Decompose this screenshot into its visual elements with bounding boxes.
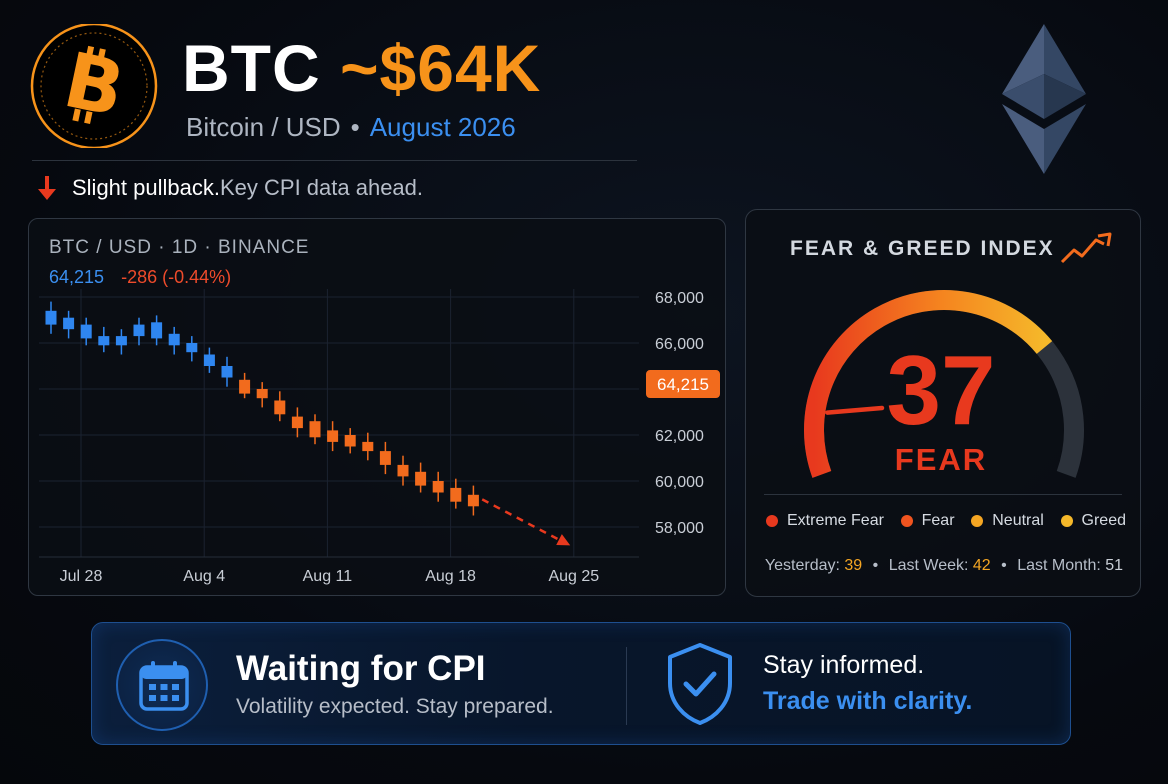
banner-divider xyxy=(626,647,627,725)
candle-body xyxy=(239,379,251,394)
candle-body xyxy=(115,336,127,346)
chart-price-row: 64,215 -286 (-0.44%) xyxy=(49,267,231,288)
ethereum-logo-icon xyxy=(1002,24,1086,174)
y-tick-label: 62,000 xyxy=(655,428,704,445)
candle-body xyxy=(221,366,233,378)
legend-item-extreme-fear: Extreme Fear xyxy=(766,512,884,530)
y-tick-label: 58,000 xyxy=(655,520,704,537)
x-tick-label: Aug 25 xyxy=(548,568,599,585)
candle-body xyxy=(362,441,374,452)
history-yesterday-value: 39 xyxy=(844,557,863,574)
candle-body xyxy=(450,487,462,502)
candlestick-chart: 68,000 66,000 62,000 60,000 58,000 Jul 28 Aug … xyxy=(39,289,720,585)
ticker-text: BTC xyxy=(182,31,340,105)
candle-body xyxy=(98,336,110,346)
history-separator: • xyxy=(872,557,879,574)
price-tag-label: 64,215 xyxy=(657,375,709,394)
alert-rest: Key CPI data ahead. xyxy=(219,175,424,200)
candle-body xyxy=(80,324,92,339)
legend-label: Fear xyxy=(921,512,955,529)
fear-greed-gauge xyxy=(804,290,1084,478)
legend-dot-icon xyxy=(900,515,913,527)
legend-label: Extreme Fear xyxy=(787,512,884,529)
x-tick-label: Jul 28 xyxy=(60,568,103,585)
y-tick-label: 68,000 xyxy=(655,290,704,307)
bitcoin-logo-icon: B xyxy=(30,24,158,148)
x-tick-label: Aug 11 xyxy=(303,568,353,585)
header-divider xyxy=(32,160,637,161)
alert-line: Slight pullback. Key CPI data ahead. xyxy=(36,174,423,202)
cpi-banner: Waiting for CPI Volatility expected. Sta… xyxy=(91,622,1071,745)
legend-item-greed: Greed xyxy=(1060,512,1126,530)
legend-dot-icon xyxy=(766,515,778,527)
candle-body xyxy=(309,421,321,438)
trend-up-icon xyxy=(1060,232,1112,264)
gauge-fill xyxy=(804,290,1053,478)
candle-body xyxy=(63,317,75,330)
trade-clarity-text: Trade with clarity. xyxy=(763,687,973,715)
price-chart-panel: 68,000 66,000 62,000 60,000 58,000 Jul 28 Aug … xyxy=(28,218,726,596)
candle-body xyxy=(415,471,427,486)
gauge-needle xyxy=(825,405,885,415)
legend-label: Neutral xyxy=(992,512,1044,529)
shield-check-icon xyxy=(668,643,732,725)
subtitle: Bitcoin / USD • August 2026 xyxy=(186,112,516,143)
down-arrow-icon xyxy=(38,176,56,200)
chart-header: BTC / USD · 1D · BINANCE xyxy=(49,237,310,258)
price-tag xyxy=(646,370,720,399)
y-tick-label: 60,000 xyxy=(655,474,704,491)
candle-body xyxy=(133,324,145,337)
candle-body xyxy=(256,389,268,399)
cpi-title: Waiting for CPI xyxy=(236,649,486,688)
fear-greed-title: FEAR & GREED INDEX xyxy=(790,237,1055,260)
x-tick-label: Aug 18 xyxy=(425,568,476,585)
legend-item-neutral: Neutral xyxy=(971,512,1044,530)
fear-greed-history: Yesterday: 39 • Last Week: 42 • Last Mon… xyxy=(746,557,1142,575)
history-last-week-value: 42 xyxy=(972,557,991,574)
projection-arrowhead xyxy=(556,534,571,546)
legend-dot-icon xyxy=(971,515,984,527)
projection-line xyxy=(481,498,563,543)
alert-strong: Slight pullback. xyxy=(72,175,220,200)
candle-body xyxy=(203,354,215,366)
pair-label: Bitcoin / USD xyxy=(186,112,341,142)
price-headline: ~$64K xyxy=(339,31,542,105)
candle-body xyxy=(291,416,303,429)
candle-body xyxy=(168,333,180,346)
stay-informed-text: Stay informed. xyxy=(763,651,925,679)
calendar-icon xyxy=(139,661,189,711)
x-tick-label: Aug 4 xyxy=(183,568,225,585)
calendar-badge xyxy=(116,639,208,731)
candle-body xyxy=(432,481,444,493)
chart-change: -286 (-0.44%) xyxy=(121,267,232,287)
candle-body xyxy=(379,451,391,465)
fear-greed-value: 37 xyxy=(886,335,996,445)
candle-body xyxy=(186,343,198,353)
fear-greed-legend: Extreme Fear Fear Neutral Greed xyxy=(766,512,1126,530)
fear-greed-label: FEAR xyxy=(894,442,988,477)
date-label: August 2026 xyxy=(369,112,516,142)
history-yesterday-label: Yesterday: xyxy=(764,557,840,574)
subtitle-separator: • xyxy=(350,112,360,142)
fear-greed-panel: FEAR & GREED INDEX 37 FEAR Extreme Fear … xyxy=(745,209,1141,597)
candle-body xyxy=(45,310,57,325)
history-last-month-value: 51 xyxy=(1105,557,1124,574)
candle-body xyxy=(397,464,409,477)
cpi-subtitle: Volatility expected. Stay prepared. xyxy=(236,695,554,718)
history-last-week-label: Last Week: xyxy=(888,557,969,574)
fear-greed-divider xyxy=(764,494,1122,495)
candle-body xyxy=(327,430,339,442)
legend-item-fear: Fear xyxy=(900,512,955,530)
candle-body xyxy=(344,435,356,447)
legend-label: Greed xyxy=(1081,512,1126,529)
chart-price: 64,215 xyxy=(49,267,105,287)
page-title: BTC ~$64K xyxy=(182,30,541,106)
history-separator: • xyxy=(1001,557,1007,574)
candle-body xyxy=(151,322,163,339)
y-tick-label: 66,000 xyxy=(655,336,704,353)
legend-dot-icon xyxy=(1060,515,1073,527)
candle-body xyxy=(274,400,286,415)
candle-body xyxy=(467,494,479,507)
history-last-month-label: Last Month: xyxy=(1017,557,1101,574)
